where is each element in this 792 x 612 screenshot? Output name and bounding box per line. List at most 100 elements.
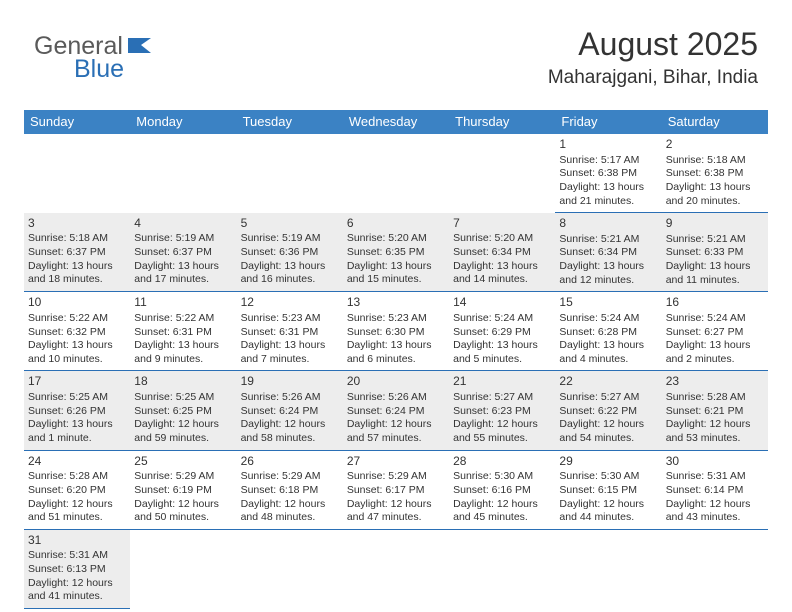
sunrise-text: Sunrise: 5:18 AM [666, 154, 764, 168]
calendar-cell: 20Sunrise: 5:26 AMSunset: 6:24 PMDayligh… [343, 371, 449, 450]
sunrise-text: Sunrise: 5:30 AM [453, 470, 551, 484]
daylight-text: Daylight: 12 hours and 43 minutes. [666, 498, 764, 525]
calendar-cell: 2Sunrise: 5:18 AMSunset: 6:38 PMDaylight… [662, 134, 768, 213]
calendar-cell: 8Sunrise: 5:21 AMSunset: 6:34 PMDaylight… [555, 213, 661, 292]
day-number: 3 [28, 216, 126, 232]
calendar-cell: 13Sunrise: 5:23 AMSunset: 6:30 PMDayligh… [343, 292, 449, 371]
day-number: 2 [666, 137, 764, 153]
day-number: 23 [666, 374, 764, 390]
daylight-text: Daylight: 12 hours and 53 minutes. [666, 418, 764, 445]
daylight-text: Daylight: 13 hours and 9 minutes. [134, 339, 232, 366]
calendar-cell: 26Sunrise: 5:29 AMSunset: 6:18 PMDayligh… [237, 450, 343, 529]
daylight-text: Daylight: 13 hours and 20 minutes. [666, 181, 764, 208]
day-number: 25 [134, 454, 232, 470]
sunrise-text: Sunrise: 5:24 AM [453, 312, 551, 326]
day-number: 24 [28, 454, 126, 470]
calendar-row: 24Sunrise: 5:28 AMSunset: 6:20 PMDayligh… [24, 450, 768, 529]
sunset-text: Sunset: 6:24 PM [347, 405, 445, 419]
day-number: 30 [666, 454, 764, 470]
day-number: 22 [559, 374, 657, 390]
sunrise-text: Sunrise: 5:22 AM [28, 312, 126, 326]
calendar-body: 1Sunrise: 5:17 AMSunset: 6:38 PMDaylight… [24, 134, 768, 608]
calendar-cell: 11Sunrise: 5:22 AMSunset: 6:31 PMDayligh… [130, 292, 236, 371]
sunrise-text: Sunrise: 5:18 AM [28, 232, 126, 246]
day-header: Wednesday [343, 110, 449, 134]
day-number: 21 [453, 374, 551, 390]
daylight-text: Daylight: 13 hours and 15 minutes. [347, 260, 445, 287]
daylight-text: Daylight: 12 hours and 48 minutes. [241, 498, 339, 525]
daylight-text: Daylight: 13 hours and 2 minutes. [666, 339, 764, 366]
logo-flag-icon [127, 36, 153, 54]
sunset-text: Sunset: 6:29 PM [453, 326, 551, 340]
calendar-cell: 10Sunrise: 5:22 AMSunset: 6:32 PMDayligh… [24, 292, 130, 371]
day-header: Saturday [662, 110, 768, 134]
daylight-text: Daylight: 12 hours and 44 minutes. [559, 498, 657, 525]
calendar-cell-empty [449, 529, 555, 608]
calendar-cell: 22Sunrise: 5:27 AMSunset: 6:22 PMDayligh… [555, 371, 661, 450]
sunrise-text: Sunrise: 5:20 AM [347, 232, 445, 246]
sunset-text: Sunset: 6:17 PM [347, 484, 445, 498]
daylight-text: Daylight: 12 hours and 58 minutes. [241, 418, 339, 445]
sunset-text: Sunset: 6:21 PM [666, 405, 764, 419]
day-number: 4 [134, 216, 232, 232]
sunset-text: Sunset: 6:34 PM [453, 246, 551, 260]
day-header: Thursday [449, 110, 555, 134]
calendar-cell: 21Sunrise: 5:27 AMSunset: 6:23 PMDayligh… [449, 371, 555, 450]
daylight-text: Daylight: 13 hours and 7 minutes. [241, 339, 339, 366]
header: August 2025 Maharajgani, Bihar, India [548, 26, 758, 89]
daylight-text: Daylight: 13 hours and 18 minutes. [28, 260, 126, 287]
sunrise-text: Sunrise: 5:30 AM [559, 470, 657, 484]
sunset-text: Sunset: 6:34 PM [559, 246, 657, 260]
sunset-text: Sunset: 6:31 PM [241, 326, 339, 340]
daylight-text: Daylight: 12 hours and 50 minutes. [134, 498, 232, 525]
sunrise-text: Sunrise: 5:17 AM [559, 154, 657, 168]
daylight-text: Daylight: 12 hours and 57 minutes. [347, 418, 445, 445]
sunrise-text: Sunrise: 5:31 AM [666, 470, 764, 484]
sunset-text: Sunset: 6:16 PM [453, 484, 551, 498]
sunrise-text: Sunrise: 5:19 AM [241, 232, 339, 246]
day-number: 11 [134, 295, 232, 311]
calendar-cell-empty [130, 529, 236, 608]
sunset-text: Sunset: 6:26 PM [28, 405, 126, 419]
calendar-cell-empty [343, 529, 449, 608]
calendar-cell: 15Sunrise: 5:24 AMSunset: 6:28 PMDayligh… [555, 292, 661, 371]
sunset-text: Sunset: 6:19 PM [134, 484, 232, 498]
calendar-cell-empty [237, 134, 343, 213]
day-header: Sunday [24, 110, 130, 134]
sunrise-text: Sunrise: 5:29 AM [134, 470, 232, 484]
day-number: 14 [453, 295, 551, 311]
calendar-cell-empty [130, 134, 236, 213]
day-number: 1 [559, 137, 657, 153]
calendar-cell: 9Sunrise: 5:21 AMSunset: 6:33 PMDaylight… [662, 213, 768, 292]
day-number: 31 [28, 533, 126, 549]
daylight-text: Daylight: 13 hours and 10 minutes. [28, 339, 126, 366]
sunset-text: Sunset: 6:31 PM [134, 326, 232, 340]
day-number: 6 [347, 216, 445, 232]
calendar-cell: 28Sunrise: 5:30 AMSunset: 6:16 PMDayligh… [449, 450, 555, 529]
daylight-text: Daylight: 12 hours and 51 minutes. [28, 498, 126, 525]
month-title: August 2025 [548, 26, 758, 63]
calendar-cell: 19Sunrise: 5:26 AMSunset: 6:24 PMDayligh… [237, 371, 343, 450]
daylight-text: Daylight: 13 hours and 12 minutes. [559, 260, 657, 287]
sunset-text: Sunset: 6:38 PM [666, 167, 764, 181]
calendar-cell: 1Sunrise: 5:17 AMSunset: 6:38 PMDaylight… [555, 134, 661, 213]
sunrise-text: Sunrise: 5:29 AM [347, 470, 445, 484]
calendar-cell-empty [555, 529, 661, 608]
calendar-cell: 16Sunrise: 5:24 AMSunset: 6:27 PMDayligh… [662, 292, 768, 371]
daylight-text: Daylight: 12 hours and 55 minutes. [453, 418, 551, 445]
calendar-row: 1Sunrise: 5:17 AM Sunset: 6:38 PMDaylight… [24, 134, 768, 213]
sunset-text: Sunset: 6:13 PM [28, 563, 126, 577]
sunset-text: Sunset: 6:37 PM [28, 246, 126, 260]
calendar-row: 17Sunrise: 5:25 AMSunset: 6:26 PMDayligh… [24, 371, 768, 450]
daylight-text: Daylight: 13 hours and 6 minutes. [347, 339, 445, 366]
sunset-text: Sunset: 6:27 PM [666, 326, 764, 340]
day-number: 28 [453, 454, 551, 470]
sunset-text: Sunset: 6:37 PM [134, 246, 232, 260]
calendar-cell: 24Sunrise: 5:28 AMSunset: 6:20 PMDayligh… [24, 450, 130, 529]
day-number: 17 [28, 374, 126, 390]
sunrise-text: Sunrise: 5:27 AM [453, 391, 551, 405]
daylight-text: Daylight: 12 hours and 54 minutes. [559, 418, 657, 445]
calendar-cell: 17Sunrise: 5:25 AMSunset: 6:26 PMDayligh… [24, 371, 130, 450]
calendar-cell: 5Sunrise: 5:19 AMSunset: 6:36 PMDaylight… [237, 213, 343, 292]
sunset-text: Sunset: 6:25 PM [134, 405, 232, 419]
